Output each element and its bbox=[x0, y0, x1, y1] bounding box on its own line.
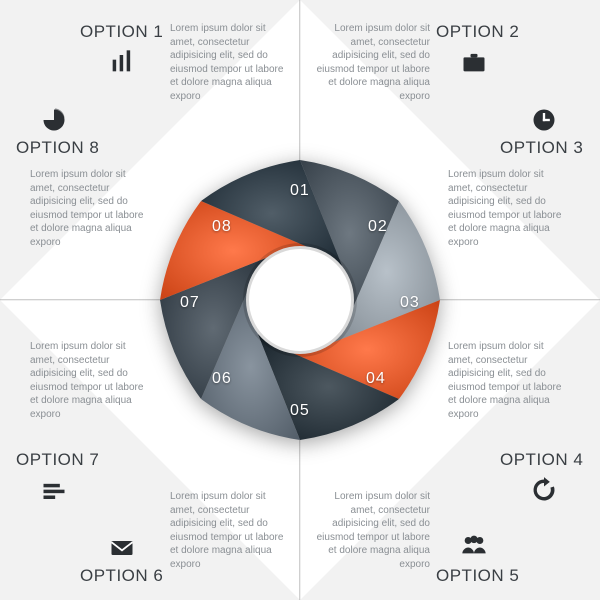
option-5-label: OPTION 5 bbox=[436, 566, 519, 586]
mail-icon bbox=[108, 534, 136, 562]
bar-chart-icon bbox=[108, 48, 136, 76]
option-2-text: Lorem ipsum dolor sit amet, consectetur … bbox=[310, 22, 430, 103]
option-4-label: OPTION 4 bbox=[500, 450, 583, 470]
aperture-num-5: 05 bbox=[290, 402, 310, 420]
aperture-num-6: 06 bbox=[212, 370, 232, 388]
clock-icon bbox=[530, 106, 558, 134]
option-2-label: OPTION 2 bbox=[436, 22, 519, 42]
option-6-text: Lorem ipsum dolor sit amet, consectetur … bbox=[170, 490, 290, 571]
option-1-label: OPTION 1 bbox=[80, 22, 163, 42]
option-3-label: OPTION 3 bbox=[500, 138, 583, 158]
pie-icon bbox=[40, 106, 68, 134]
option-5-text: Lorem ipsum dolor sit amet, consectetur … bbox=[310, 490, 430, 571]
aperture-num-2: 02 bbox=[368, 218, 388, 236]
briefcase-icon bbox=[460, 48, 488, 76]
option-6-label: OPTION 6 bbox=[80, 566, 163, 586]
aperture-num-4: 04 bbox=[366, 370, 386, 388]
option-3-text: Lorem ipsum dolor sit amet, consectetur … bbox=[448, 168, 568, 249]
option-8-text: Lorem ipsum dolor sit amet, consectetur … bbox=[30, 168, 150, 249]
option-8-label: OPTION 8 bbox=[16, 138, 99, 158]
aperture-num-3: 03 bbox=[400, 294, 420, 312]
infographic-stage: OPTION 1 Lorem ipsum dolor sit amet, cons… bbox=[0, 0, 600, 600]
aperture-num-7: 07 bbox=[180, 294, 200, 312]
option-4-text: Lorem ipsum dolor sit amet, consectetur … bbox=[448, 340, 568, 421]
cycle-icon bbox=[530, 476, 558, 504]
people-icon bbox=[460, 530, 488, 558]
option-7-label: OPTION 7 bbox=[16, 450, 99, 470]
aperture-num-8: 08 bbox=[212, 218, 232, 236]
aperture-ring bbox=[160, 160, 440, 440]
bars-h-icon bbox=[40, 478, 68, 506]
option-7-text: Lorem ipsum dolor sit amet, consectetur … bbox=[30, 340, 150, 421]
option-1-text: Lorem ipsum dolor sit amet, consectetur … bbox=[170, 22, 290, 103]
aperture-num-1: 01 bbox=[290, 182, 310, 200]
